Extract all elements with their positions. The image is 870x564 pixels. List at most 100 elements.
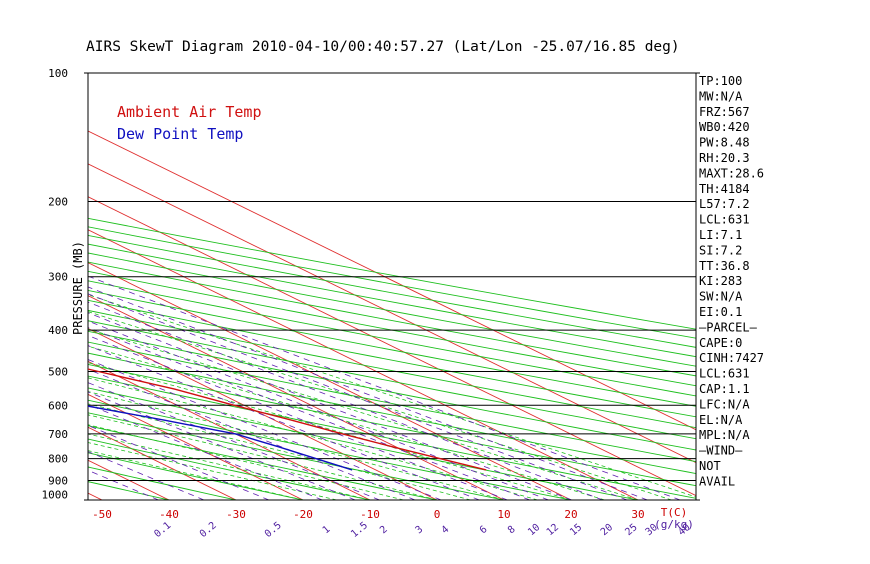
dry-adiabat [88,363,696,487]
isotherm [88,393,304,500]
mixing-ratio-line [88,359,442,500]
sounding-index-item: TT:36.8 [699,259,750,273]
dry-adiabat [88,352,696,474]
mixing-ratio-tick-label: 15 [568,522,584,538]
bottom-temp-tick-label: 0 [434,508,441,521]
moist-adiabat [88,424,404,500]
dry-adiabat [88,330,696,451]
pressure-tick-label: 800 [48,453,68,466]
bottom-temp-tick-label: -50 [92,508,112,521]
pressure-tick-label: 600 [48,399,68,412]
dry-adiabat [88,217,696,330]
pressure-tick-label: 900 [48,474,68,487]
sounding-index-item: LI:7.1 [699,228,742,242]
mixing-ratio-line [88,382,380,500]
sounding-index-item: WB0:420 [699,120,750,134]
dry-adiabat [88,290,696,407]
mixing-ratio-line [88,312,572,500]
sounding-index-item: LCL:631 [699,367,750,381]
mixing-ratio-tick-label: 20 [599,522,615,538]
isotherm [88,262,572,500]
isotherm [88,327,438,500]
mixing-ratio-tick-label: 25 [623,522,639,538]
pressure-gridlines [84,72,700,501]
moist-adiabat [88,294,696,498]
sounding-index-item: L57:7.2 [699,197,750,211]
isotherm [88,426,237,500]
isotherm [88,229,639,500]
mixing-ratio-tick-label: 10 [526,522,542,538]
mixing-ratio-tick-label: 1 [321,524,333,536]
mixing-ratio-tick-label: 1.5 [349,520,370,540]
bottom-temp-tick-label: -30 [226,508,246,521]
sounding-index-item: LCL:631 [699,213,750,227]
sounding-index-item: PW:8.48 [699,136,750,150]
ambient-air-temp-line [88,368,487,471]
dry-adiabat [88,399,572,500]
sounding-index-item: EI:0.1 [699,305,742,319]
mixing-ratio-tick-label: 2 [378,524,390,536]
isotherm [0,73,35,500]
mixing-ratio-tick-label: 3 [414,524,426,536]
sounding-index-item: NOT [699,459,721,473]
temp-unit-label: T(C) [661,506,688,519]
bottom-temp-tick-label: -40 [159,508,179,521]
sounding-index-item: —WIND— [699,444,743,458]
mixing-ratio-tick-label: 0.1 [152,520,173,540]
sounding-index-item: MW:N/A [699,89,743,103]
dry-adiabat [88,412,505,500]
legend-dew-point-temp: Dew Point Temp [117,125,243,143]
mixing-ratio-line [88,320,549,500]
sounding-series [88,368,487,471]
mixing-ratio-unit-label: (g/kg) [654,518,694,531]
mixing-ratio-line [88,469,159,500]
legend: Ambient Air Temp Dew Point Temp [117,103,262,143]
pressure-tick-label: 500 [48,365,68,378]
pressure-tick-label: 300 [48,271,68,284]
sounding-index-item: MAXT:28.6 [699,166,764,180]
mixing-ratio-line [88,293,628,500]
dry-adiabat [88,226,696,339]
mixing-ratio-line [88,425,270,500]
sounding-index-item: RH:20.3 [699,151,750,165]
legend-ambient-air-temp: Ambient Air Temp [117,103,262,121]
mixing-ratio-line [88,327,530,500]
dry-adiabat [88,341,696,463]
dry-adiabat [88,438,371,500]
mixing-ratio-tick-label: 8 [506,524,518,536]
dry-adiabat [88,234,696,348]
dry-adiabat [88,375,696,499]
mixing-ratio-tick-label: 6 [478,524,490,536]
dry-adiabat [88,452,304,500]
moist-adiabat [88,442,337,500]
pressure-tick-label: 200 [48,196,68,209]
sounding-index-item: TH:4184 [699,182,750,196]
mixing-ratio-line [88,451,205,500]
bottom-temp-tick-label: 30 [631,508,644,521]
dry-adiabat [88,425,438,500]
mixing-ratio-line [88,301,603,500]
mixing-ratio-line [89,276,681,500]
moist-adiabat [88,433,371,500]
sounding-index-item: FRZ:567 [699,105,750,119]
mixing-ratio-tick-label: 12 [545,522,561,538]
sounding-index-item: LFC:N/A [699,397,750,411]
sounding-index-item: MPL:N/A [699,428,750,442]
isotherm [88,295,505,500]
moist-adiabat [88,403,471,500]
moist-adiabat [88,414,438,500]
bottom-temp-tick-label: 10 [497,508,510,521]
mixing-ratio-tick-label: 0.2 [198,520,219,540]
moist-adiabat [88,328,639,500]
mixing-ratio-line [88,404,323,500]
pressure-tick-label: 400 [48,324,68,337]
isotherm [88,163,696,464]
dry-adiabat [88,299,696,418]
mixing-ratio-line [88,391,356,500]
sounding-index-item: KI:283 [699,274,742,288]
mixing-ratio-tick-label: 0.5 [263,520,284,540]
